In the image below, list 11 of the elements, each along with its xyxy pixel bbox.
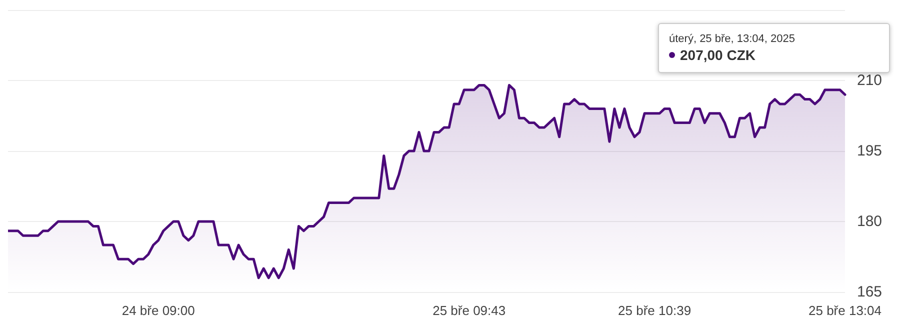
- x-tick-label: 25 bře 13:04: [808, 303, 882, 318]
- x-tick-label: 24 bře 09:00: [122, 303, 195, 318]
- x-tick-label: 25 bře 09:43: [432, 303, 506, 318]
- y-tick-label: 195: [857, 142, 882, 160]
- annotation: 207,00 CZK: [679, 46, 756, 64]
- y-tick-label: 210: [857, 72, 882, 89]
- y-tick-label: 165: [857, 284, 882, 300]
- annotation: úterý, 25 bře, 13:04, 2025: [669, 32, 796, 46]
- x-tick-label: 25 bře 10:39: [618, 303, 692, 318]
- tooltip-box: úterý, 25 bře, 13:04, 2025 207,00 CZK: [658, 22, 890, 73]
- y-tick-label: 180: [857, 213, 882, 230]
